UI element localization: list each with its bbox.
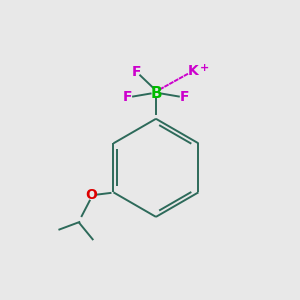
Text: F: F (132, 65, 141, 79)
Text: B: B (150, 86, 162, 101)
Text: F: F (123, 89, 133, 103)
Text: K: K (188, 64, 199, 78)
Text: O: O (85, 188, 97, 202)
Text: F: F (179, 89, 189, 103)
Text: +: + (200, 63, 210, 73)
